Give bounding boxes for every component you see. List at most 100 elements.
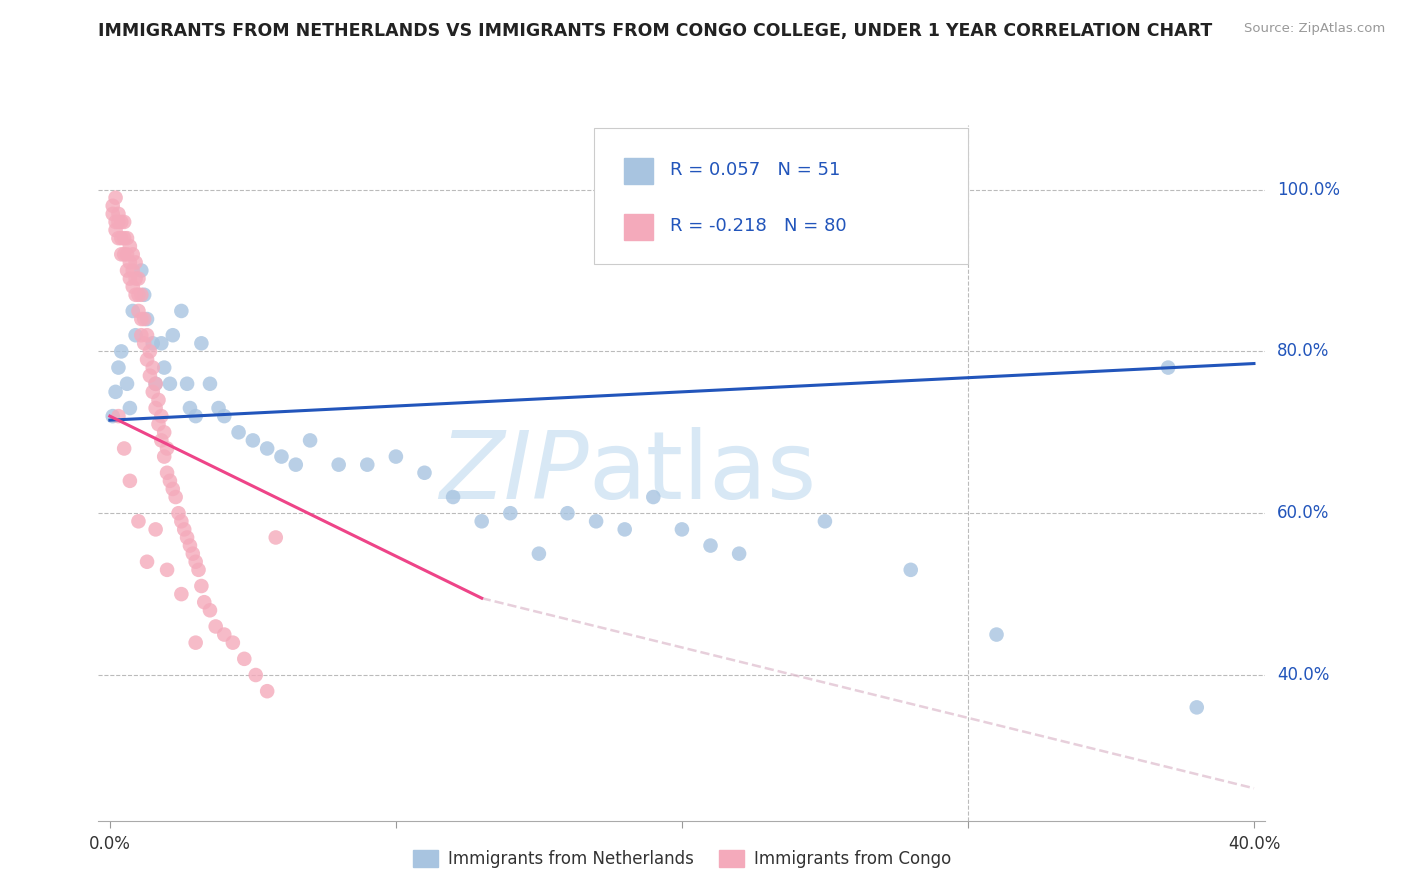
Point [127, 514, 149, 528]
Point [104, 191, 127, 205]
Point [245, 668, 267, 682]
Point [671, 522, 693, 536]
Point [159, 474, 181, 488]
Point [127, 304, 149, 318]
Point [328, 458, 350, 472]
Point [115, 376, 138, 391]
Point [131, 263, 153, 277]
Point [242, 434, 264, 448]
Point [104, 215, 127, 229]
Point [264, 531, 287, 545]
Point [136, 555, 159, 569]
Point [145, 522, 167, 536]
Point [150, 409, 173, 424]
Point [413, 466, 436, 480]
Point [214, 627, 236, 641]
Point [222, 635, 245, 649]
Point [153, 450, 176, 464]
Point [124, 287, 146, 301]
Text: 60.0%: 60.0% [1277, 504, 1330, 522]
Point [557, 506, 579, 520]
Point [112, 215, 135, 229]
Point [173, 522, 195, 536]
Point [118, 271, 141, 285]
Text: Source: ZipAtlas.com: Source: ZipAtlas.com [1244, 22, 1385, 36]
Point [153, 360, 176, 375]
Point [184, 635, 207, 649]
Point [233, 652, 256, 666]
Point [585, 514, 607, 528]
Point [107, 231, 129, 245]
Point [198, 376, 221, 391]
Text: 100.0%: 100.0% [1277, 180, 1340, 199]
Point [814, 514, 837, 528]
Point [142, 384, 165, 399]
Point [118, 474, 141, 488]
Point [121, 304, 143, 318]
Point [986, 627, 1008, 641]
Point [162, 482, 184, 496]
Point [124, 271, 146, 285]
Point [136, 328, 159, 343]
Point [104, 384, 127, 399]
Point [107, 360, 129, 375]
Point [131, 312, 153, 326]
Point [1157, 360, 1180, 375]
Point [136, 312, 159, 326]
FancyBboxPatch shape [595, 128, 967, 264]
Point [148, 417, 170, 432]
Point [118, 255, 141, 269]
Point [156, 442, 179, 456]
Point [104, 223, 127, 237]
Point [124, 328, 146, 343]
Point [176, 531, 198, 545]
Point [270, 450, 292, 464]
Point [256, 442, 278, 456]
Point [167, 506, 190, 520]
Point [110, 344, 132, 359]
Point [150, 434, 173, 448]
Point [118, 401, 141, 415]
Point [179, 539, 201, 553]
Legend: Immigrants from Netherlands, Immigrants from Congo: Immigrants from Netherlands, Immigrants … [406, 844, 957, 875]
FancyBboxPatch shape [623, 213, 652, 240]
Point [284, 458, 307, 472]
Point [107, 409, 129, 424]
Point [153, 425, 176, 440]
Point [214, 409, 236, 424]
Point [127, 271, 149, 285]
Point [131, 328, 153, 343]
Point [356, 458, 378, 472]
Point [145, 401, 167, 415]
Point [207, 401, 229, 415]
Text: 40.0%: 40.0% [1277, 666, 1330, 684]
Point [118, 239, 141, 253]
Point [190, 336, 212, 351]
Point [156, 563, 179, 577]
Point [228, 425, 250, 440]
Point [184, 409, 207, 424]
Point [139, 344, 162, 359]
Point [900, 563, 922, 577]
Point [643, 490, 665, 504]
Text: ZIP: ZIP [439, 427, 589, 518]
Point [162, 328, 184, 343]
Point [121, 279, 143, 293]
Point [115, 247, 138, 261]
Point [142, 336, 165, 351]
Point [176, 376, 198, 391]
Point [101, 409, 124, 424]
Point [112, 247, 135, 261]
Point [181, 547, 204, 561]
Point [385, 450, 408, 464]
Point [156, 466, 179, 480]
FancyBboxPatch shape [623, 158, 652, 184]
Point [127, 287, 149, 301]
Point [136, 352, 159, 367]
Point [145, 376, 167, 391]
Point [1185, 700, 1208, 714]
Point [121, 263, 143, 277]
Point [184, 555, 207, 569]
Text: IMMIGRANTS FROM NETHERLANDS VS IMMIGRANTS FROM CONGO COLLEGE, UNDER 1 YEAR CORRE: IMMIGRANTS FROM NETHERLANDS VS IMMIGRANT… [98, 22, 1212, 40]
Point [170, 514, 193, 528]
